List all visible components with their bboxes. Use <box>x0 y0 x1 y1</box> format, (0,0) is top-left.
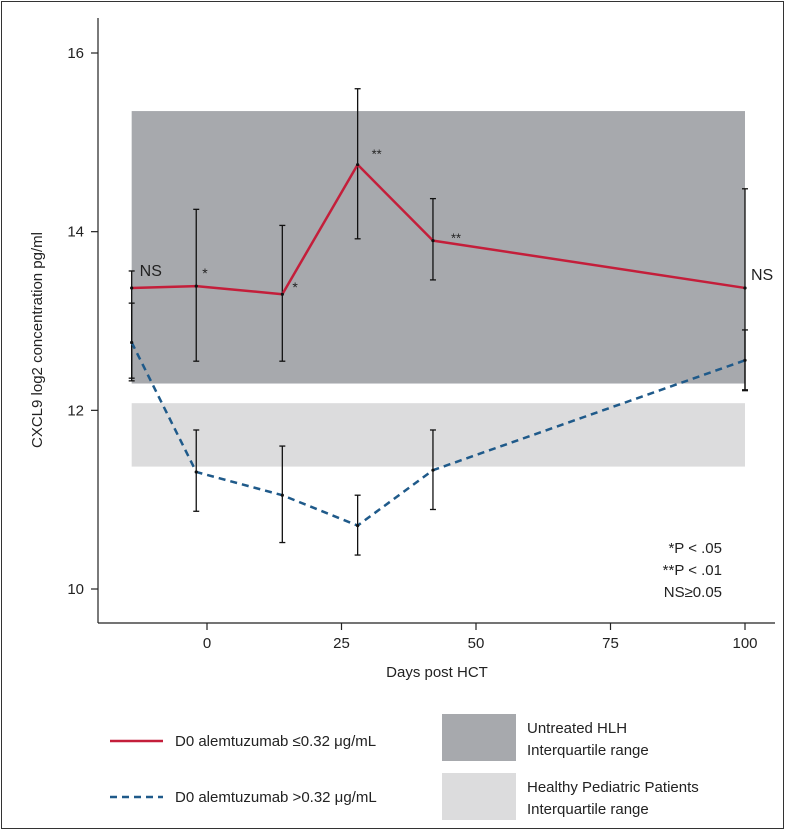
legend-healthy-line1: Healthy Pediatric Patients <box>527 779 699 796</box>
point-s1-2 <box>280 493 284 497</box>
legend-healthy-line2: Interquartile range <box>527 801 649 818</box>
y-tick-label-10: 10 <box>67 581 84 598</box>
legend: D0 alemtuzumab ≤0.32 μg/mL D0 alemtuzuma… <box>110 714 699 820</box>
errorbars-layer <box>128 88 748 556</box>
sig-label-2: * <box>292 279 298 295</box>
band-1 <box>131 403 745 467</box>
ticks-layer: 0 25 50 75 100 10 12 14 16 <box>67 45 757 652</box>
series-line-0 <box>131 163 746 296</box>
band-0 <box>131 111 745 384</box>
sig-label-0: NS <box>140 263 162 280</box>
annotation-ns: NS≥0.05 <box>664 584 722 601</box>
point-s1-3 <box>356 523 360 528</box>
y-axis-title: CXCL9 log2 concentration pg/ml <box>29 232 46 448</box>
sig-label-4: ** <box>451 231 461 246</box>
point-s1-4 <box>431 468 435 472</box>
point-s1-5 <box>743 358 747 362</box>
legend-label-red: D0 alemtuzumab ≤0.32 μg/mL <box>175 733 376 750</box>
x-axis-title: Days post HCT <box>386 664 488 681</box>
y-tick-label-14: 14 <box>67 224 84 241</box>
x-tick-label-50: 50 <box>468 635 485 652</box>
legend-swatch-hlh <box>442 714 516 761</box>
x-tick-label-25: 25 <box>333 635 350 652</box>
point-s0-1 <box>194 284 198 288</box>
point-s0-5 <box>743 286 747 290</box>
x-tick-label-0: 0 <box>203 635 211 652</box>
sig-label-1: * <box>202 265 208 281</box>
point-s0-0 <box>130 286 134 290</box>
annotation-p01: **P < .01 <box>663 562 722 579</box>
legend-hlh-line1: Untreated HLH <box>527 720 627 737</box>
series-line-1 <box>130 341 746 527</box>
y-tick-label-12: 12 <box>67 402 84 419</box>
point-s0-3 <box>356 163 360 167</box>
sig-label-3: ** <box>372 147 382 162</box>
point-s1-0 <box>130 340 134 345</box>
legend-swatch-healthy <box>442 773 516 820</box>
sig-label-5: NS <box>751 267 773 284</box>
labels-layer: NS ******NS <box>140 147 774 296</box>
lines-layer <box>130 163 747 528</box>
point-s0-4 <box>431 239 435 243</box>
bands-layer <box>131 111 745 467</box>
point-s0-2 <box>280 292 284 296</box>
point-s1-1 <box>194 470 198 474</box>
annotation-p05: *P < .05 <box>668 540 722 557</box>
legend-hlh-line2: Interquartile range <box>527 742 649 759</box>
x-tick-label-100: 100 <box>732 635 757 652</box>
x-tick-label-75: 75 <box>602 635 619 652</box>
axes-layer <box>97 18 775 624</box>
y-tick-label-16: 16 <box>67 45 84 62</box>
legend-label-blue: D0 alemtuzumab >0.32 μg/mL <box>175 789 377 806</box>
